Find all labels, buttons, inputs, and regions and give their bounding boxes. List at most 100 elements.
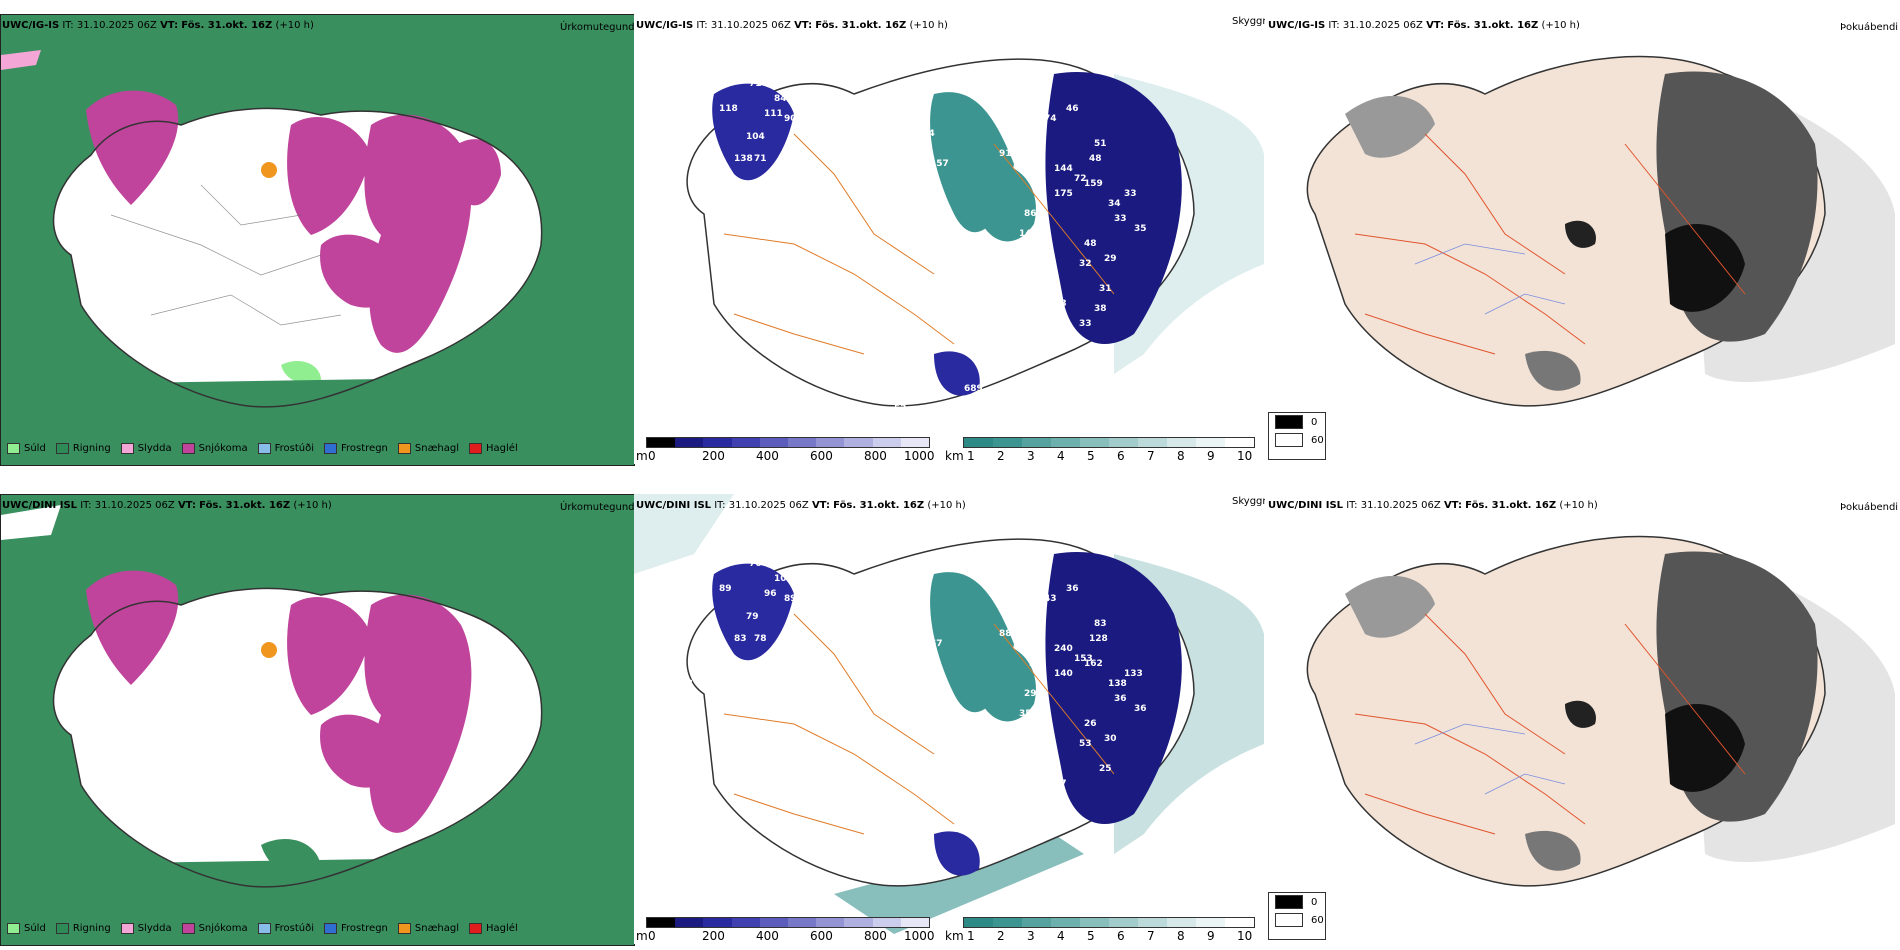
legend-swatch <box>55 442 69 454</box>
cloud-header-row1: UWC/IG-IS IT: 31.10.2025 06Z VT: Fös. 31… <box>636 20 948 31</box>
colorbar-step <box>964 438 993 447</box>
precip-title-row2: Úrkomutegund <box>560 502 635 513</box>
colorbar-step <box>759 438 789 447</box>
visibility-colorbar-row2: km 1 2 3 4 5 6 7 8 9 10 <box>945 917 1265 943</box>
cloud-base-value: 78 <box>754 634 767 644</box>
cloud-base-value: 104 <box>746 132 765 142</box>
precip-legend-item: Rigning <box>55 442 111 454</box>
fog-legend-row1: 0 60 <box>1268 412 1326 460</box>
colorbar-step <box>647 438 676 447</box>
cloud-base-value: 33 <box>1114 214 1127 224</box>
precip-map-row2 <box>1 495 634 945</box>
cloud-base-value: 38 <box>1054 299 1067 309</box>
precip-legend-item: Frostregn <box>324 442 388 454</box>
visibility-colorbar-row1: km 1 2 3 4 5 6 7 8 9 10 <box>945 437 1265 463</box>
cloud-base-value: 88 <box>999 629 1012 639</box>
colorbar-step <box>647 918 676 927</box>
cloud-base-value: 178 <box>674 679 693 689</box>
precip-legend-item: Súld <box>7 442 46 454</box>
cloud-base-value: 29 <box>1104 254 1117 264</box>
cloud-base-value: 35 <box>1019 709 1032 719</box>
legend-swatch <box>257 442 271 454</box>
cloud-base-value: 110 <box>979 244 998 254</box>
cloud-base-value: 84 <box>774 94 787 104</box>
cloud-base-value: 38 <box>1094 304 1107 314</box>
fog-panel-row2 <box>1265 494 1900 944</box>
cloud-base-value: 85 <box>794 694 807 704</box>
colorbar-step <box>993 438 1022 447</box>
cloud-base-value: 76 <box>749 559 762 569</box>
cloud-base-value: 46 <box>1014 579 1027 589</box>
cloud-base-value: 25 <box>1099 764 1112 774</box>
colorbar-step <box>788 918 817 927</box>
cloud-base-value: 44 <box>916 609 929 619</box>
legend-swatch <box>324 442 337 454</box>
colorbar-step <box>703 918 732 927</box>
precip-legend-item: Snæhagl <box>397 442 459 454</box>
fog-title-row1: Þokuábendi <box>1840 22 1899 33</box>
cb1-tick: 200 <box>702 449 725 463</box>
colorbar-step <box>872 438 901 447</box>
legend-label: Slydda <box>137 442 172 454</box>
cloud-base-value: 32 <box>1044 329 1057 339</box>
cloud-base-value: 160 <box>829 679 848 689</box>
cloud-base-value: 90 <box>784 114 797 124</box>
cloud-base-value: 53 <box>1079 739 1092 749</box>
legend-swatch <box>120 442 134 454</box>
cloud-base-value: 74 <box>1044 114 1057 124</box>
cloud-base-value: 689 <box>964 384 983 394</box>
precip-legend-item: Rigning <box>55 922 111 934</box>
legend-label: Rigning <box>72 442 111 454</box>
legend-swatch <box>397 922 411 934</box>
colorbar-step <box>1080 918 1109 927</box>
cloud-title-row1: Skyggni <box>1232 16 1272 27</box>
cb1-tick: 1000 <box>904 449 935 463</box>
cloud-base-value: 111 <box>764 109 783 119</box>
cloud-base-value: 122 <box>729 554 748 564</box>
cloud-base-value: 138 <box>1108 679 1127 689</box>
cloud-header-row2: UWC/DINI ISL IT: 31.10.2025 06Z VT: Fös.… <box>636 500 966 511</box>
precip-legend-item: Haglél <box>469 442 518 454</box>
cloud-base-value: 153 <box>1074 654 1093 664</box>
cloud-base-value: 106 <box>784 169 803 179</box>
legend-label: Frostregn <box>341 922 388 934</box>
legend-swatch <box>120 922 134 934</box>
cloud-base-value: 35 <box>1134 224 1147 234</box>
cloud-base-value: 48 <box>1084 239 1097 249</box>
legend-label: Frostregn <box>341 442 388 454</box>
cloud-base-value: 95 <box>1039 254 1052 264</box>
cloud-base-value: 92 <box>729 74 742 84</box>
cb1-tick: 400 <box>756 449 779 463</box>
colorbar-step <box>1051 438 1080 447</box>
cloud-base-value: 91 <box>999 149 1012 159</box>
cloud-base-value: 162 <box>1084 659 1103 669</box>
cloud-base-value: 118 <box>719 104 738 114</box>
cloud-base-value: 33 <box>1029 659 1042 669</box>
legend-swatch <box>181 922 195 934</box>
cloud-base-value: 44 <box>879 384 892 394</box>
cloud-map-row2 <box>634 494 1264 944</box>
cloud-base-value: 46 <box>1066 104 1079 114</box>
legend-label: Rigning <box>72 922 111 934</box>
fog-map-row2 <box>1265 494 1900 944</box>
legend-swatch <box>469 922 483 934</box>
cloud-base-value: 71 <box>749 79 762 89</box>
colorbar-step <box>1080 438 1109 447</box>
legend-label: Súld <box>24 442 46 454</box>
cloud-base-value: 36 <box>1066 584 1079 594</box>
colorbar-step <box>703 438 732 447</box>
cloud-panel-row2: 122 76 108 89 96 89 79 83 78 77 93 178 160 85 68 65 44 56… <box>634 494 1264 944</box>
cloud-base-value: 32 <box>1079 259 1092 269</box>
cloud-base-value: 51 <box>1094 139 1107 149</box>
colorbar-step <box>844 438 873 447</box>
cloud-base-value: 48 <box>1089 154 1102 164</box>
legend-label: Frostúði <box>274 922 314 934</box>
cloud-base-value: 40 <box>1029 744 1042 754</box>
colorbar-step <box>1225 918 1254 927</box>
precip-legend-row1: Súld Rigning Slydda Snjókoma Frostúði Frostre… <box>7 437 528 459</box>
legend-label: Slydda <box>137 922 172 934</box>
fog-header-row2: UWC/DINI ISL IT: 31.10.2025 06Z VT: Fös.… <box>1268 500 1598 511</box>
cloud-base-value: 34 <box>1108 199 1121 209</box>
precip-legend-item: Frostregn <box>324 922 388 934</box>
cloud-base-value: 76 <box>1039 754 1052 764</box>
